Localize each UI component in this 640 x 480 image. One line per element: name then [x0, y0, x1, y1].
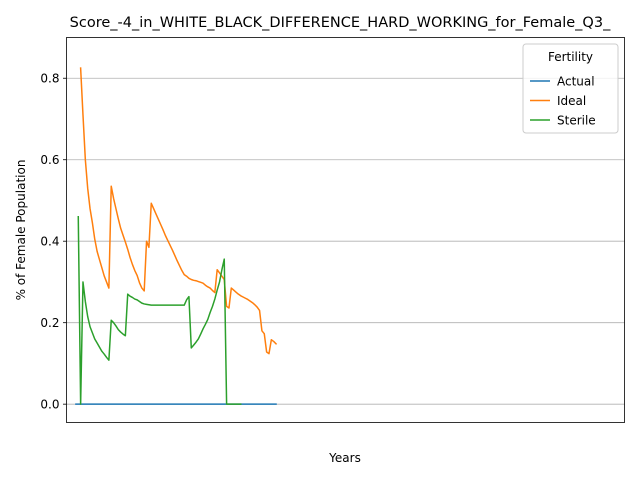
y-axis-label: % of Female Population — [14, 160, 28, 301]
series-line-sterile — [78, 217, 240, 404]
x-axis-label: Years — [328, 451, 361, 465]
y-axis-ticks: 0.0 0.2 0.4 0.6 0.8 — [40, 72, 66, 412]
legend: Fertility Actual Ideal Sterile — [523, 44, 618, 133]
legend-label-ideal: Ideal — [557, 94, 586, 108]
legend-title: Fertility — [548, 50, 593, 64]
legend-label-sterile: Sterile — [557, 113, 596, 127]
y-tick-label: 0.0 — [40, 397, 59, 411]
y-tick-label: 0.8 — [40, 72, 59, 86]
y-tick-label: 0.4 — [40, 235, 59, 249]
series-lines — [76, 68, 276, 404]
legend-label-actual: Actual — [557, 74, 595, 88]
y-tick-label: 0.6 — [40, 153, 59, 167]
series-line-ideal — [81, 68, 276, 354]
chart-title: Score_-4_in_WHITE_BLACK_DIFFERENCE_HARD_… — [70, 15, 611, 31]
y-tick-label: 0.2 — [40, 316, 59, 330]
